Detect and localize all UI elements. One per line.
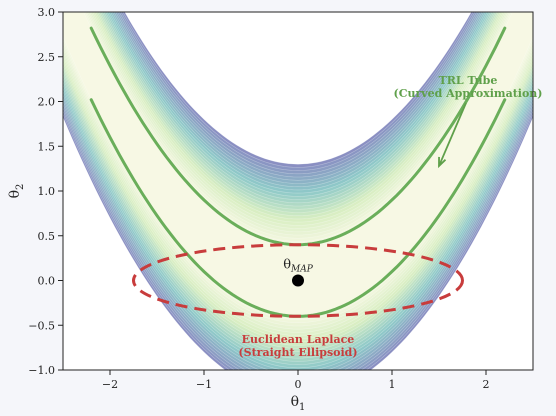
y-tick-label: 0.5 <box>38 230 56 243</box>
x-tick-label: 1 <box>389 378 396 391</box>
y-tick-label: 1.5 <box>38 140 56 153</box>
y-tick-label: 3.0 <box>38 6 56 19</box>
laplace-annotation-line: (Straight Ellipsoid) <box>238 346 357 359</box>
y-tick-label: −1.0 <box>28 364 55 377</box>
x-tick-label: −1 <box>196 378 212 391</box>
y-axis-label: θ2 <box>7 184 26 199</box>
y-tick-label: −0.5 <box>28 319 55 332</box>
x-tick-label: 2 <box>483 378 490 391</box>
map-point-label: θMAP <box>283 258 314 275</box>
y-axis-ticks: −1.0 −0.5 0.0 0.5 1.0 1.5 2.0 2.5 3.0 <box>28 6 63 377</box>
y-tick-label: 0.0 <box>38 275 56 288</box>
trl-annotation-arrowhead <box>438 156 447 169</box>
x-axis-label-base: θ <box>291 394 299 410</box>
laplace-annotation-line: Euclidean Laplace <box>242 333 355 346</box>
trl-annotation-arrow <box>438 102 467 167</box>
trl-annotation-line: (Curved Approximation) <box>393 87 542 100</box>
map-point <box>292 274 304 287</box>
trl-annotation-line: TRL Tube <box>439 74 498 87</box>
laplace-ellipse <box>132 243 464 318</box>
y-tick-label: 2.0 <box>38 96 56 109</box>
map-label-sub: MAP <box>290 265 314 275</box>
y-axis-label-base: θ <box>7 190 23 198</box>
x-axis-label: θ1 <box>291 394 306 413</box>
x-axis-ticks: −2 −1 0 1 2 <box>102 370 490 391</box>
y-tick-label: 1.0 <box>38 185 56 198</box>
map-marker-group: θMAP <box>283 258 314 287</box>
x-tick-label: −2 <box>102 378 118 391</box>
y-axis-label-sub: 2 <box>15 184 26 190</box>
y-tick-label: 2.5 <box>38 51 56 64</box>
annotations: TRL Tube(Curved Approximation) Euclidean … <box>238 74 542 359</box>
x-tick-label: 0 <box>295 378 302 391</box>
map-label-base: θ <box>283 258 291 273</box>
laplace-ellipse-outline <box>132 243 464 318</box>
x-axis-label-sub: 1 <box>299 402 305 413</box>
